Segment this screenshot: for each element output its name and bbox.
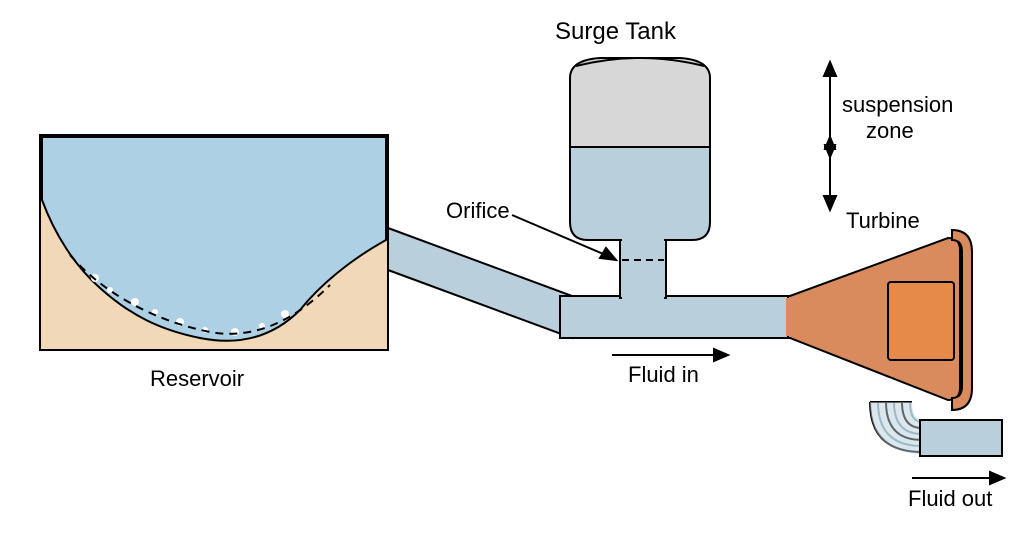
- surge-tank-neck: [620, 238, 666, 298]
- pipe-join-cover: [562, 298, 582, 336]
- label-fluid-in: Fluid in: [628, 362, 699, 388]
- label-orifice: Orifice: [446, 198, 510, 224]
- fluid-in-arrow: [612, 349, 728, 361]
- fluid-out-arrow: [912, 472, 1004, 484]
- suspension-zone-arrow: [824, 62, 836, 210]
- label-suspension-line1: suspension: [842, 92, 953, 118]
- diagram-stage: Surge Tank suspension zone Orifice Turbi…: [0, 0, 1024, 538]
- pipe-main: [560, 296, 790, 338]
- turbine-panel: [888, 282, 954, 360]
- tank-neck-cover: [622, 236, 664, 242]
- turbine-entry-cover: [786, 298, 792, 336]
- label-reservoir: Reservoir: [150, 366, 244, 392]
- label-fluid-out: Fluid out: [908, 486, 992, 512]
- pipe-sloped: [388, 228, 572, 338]
- neck-join-cover: [622, 292, 664, 300]
- label-suspension-line2: zone: [866, 118, 914, 144]
- label-turbine: Turbine: [846, 208, 920, 234]
- diagram-svg: [0, 0, 1024, 538]
- surge-tank-water: [570, 147, 710, 240]
- surge-tank-top: [570, 58, 710, 147]
- label-surge-tank: Surge Tank: [555, 18, 676, 46]
- fluid-out-elbow-fill: [870, 402, 924, 454]
- fluid-out-pipe: [920, 420, 1002, 456]
